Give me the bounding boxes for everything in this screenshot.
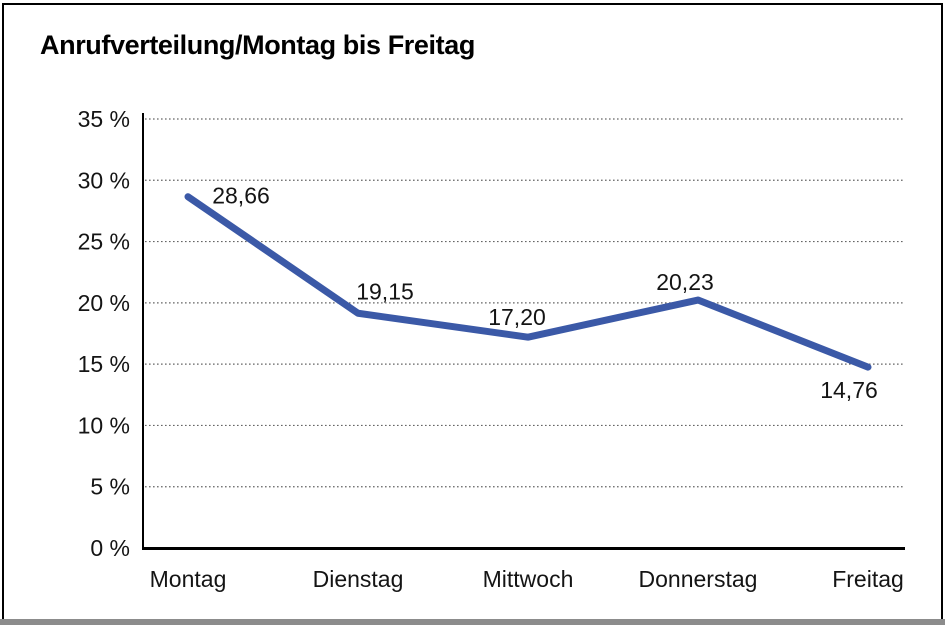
data-point-label: 20,23 bbox=[656, 269, 714, 295]
chart-border-frame bbox=[2, 3, 943, 619]
data-point-label: 28,66 bbox=[212, 183, 270, 209]
x-category-label: Montag bbox=[150, 566, 227, 592]
chart-title: Anrufverteilung/Montag bis Freitag bbox=[40, 30, 475, 60]
x-category-label: Freitag bbox=[832, 566, 904, 592]
y-tick-label: 20 % bbox=[78, 290, 130, 316]
y-tick-label: 30 % bbox=[78, 167, 130, 193]
y-tick-label: 35 % bbox=[78, 106, 130, 132]
y-tick-label: 15 % bbox=[78, 351, 130, 377]
x-category-label: Dienstag bbox=[313, 566, 404, 592]
x-category-label: Mittwoch bbox=[483, 566, 574, 592]
y-tick-label: 5 % bbox=[90, 474, 130, 500]
bottom-edge-bar bbox=[0, 619, 945, 625]
data-series-line bbox=[184, 193, 872, 371]
y-tick-label: 0 % bbox=[90, 535, 130, 561]
y-tick-label: 25 % bbox=[78, 229, 130, 255]
x-category-label: Donnerstag bbox=[639, 566, 758, 592]
data-point-label: 14,76 bbox=[820, 377, 878, 403]
y-tick-label: 10 % bbox=[78, 412, 130, 438]
data-point-label: 19,15 bbox=[356, 278, 414, 304]
data-point-label: 17,20 bbox=[488, 304, 546, 330]
